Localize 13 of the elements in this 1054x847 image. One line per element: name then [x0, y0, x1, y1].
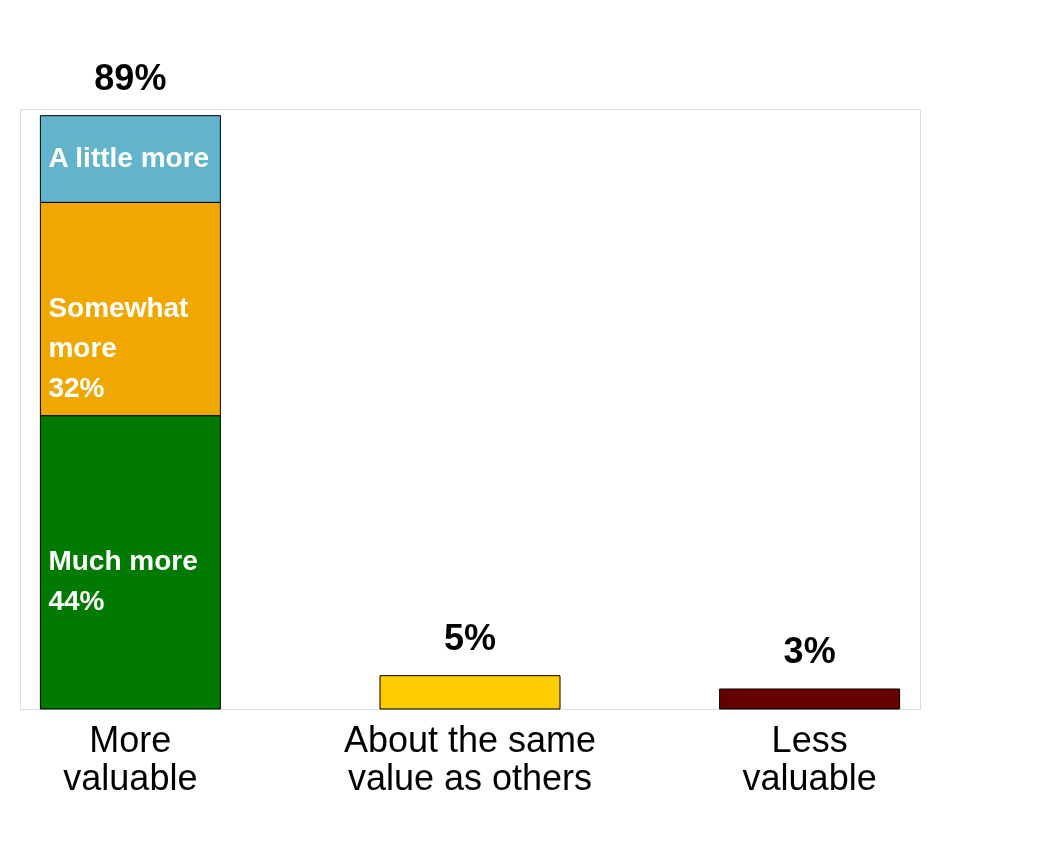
data-label: 44%	[48, 585, 105, 617]
bar	[719, 688, 901, 710]
x-tick-label: More valuable	[63, 718, 198, 798]
total-label: 89%	[94, 56, 167, 98]
series-label: Much more	[48, 545, 198, 577]
bar	[379, 675, 561, 710]
series-label: Somewhat more	[48, 292, 189, 363]
series-label: A little more	[48, 142, 210, 173]
data-label: 32%	[48, 372, 105, 403]
x-tick-label: Less valuable	[742, 718, 877, 798]
total-label: 5%	[443, 616, 497, 658]
x-tick-label: About the same value as others	[343, 718, 597, 798]
total-label: 3%	[783, 630, 836, 671]
